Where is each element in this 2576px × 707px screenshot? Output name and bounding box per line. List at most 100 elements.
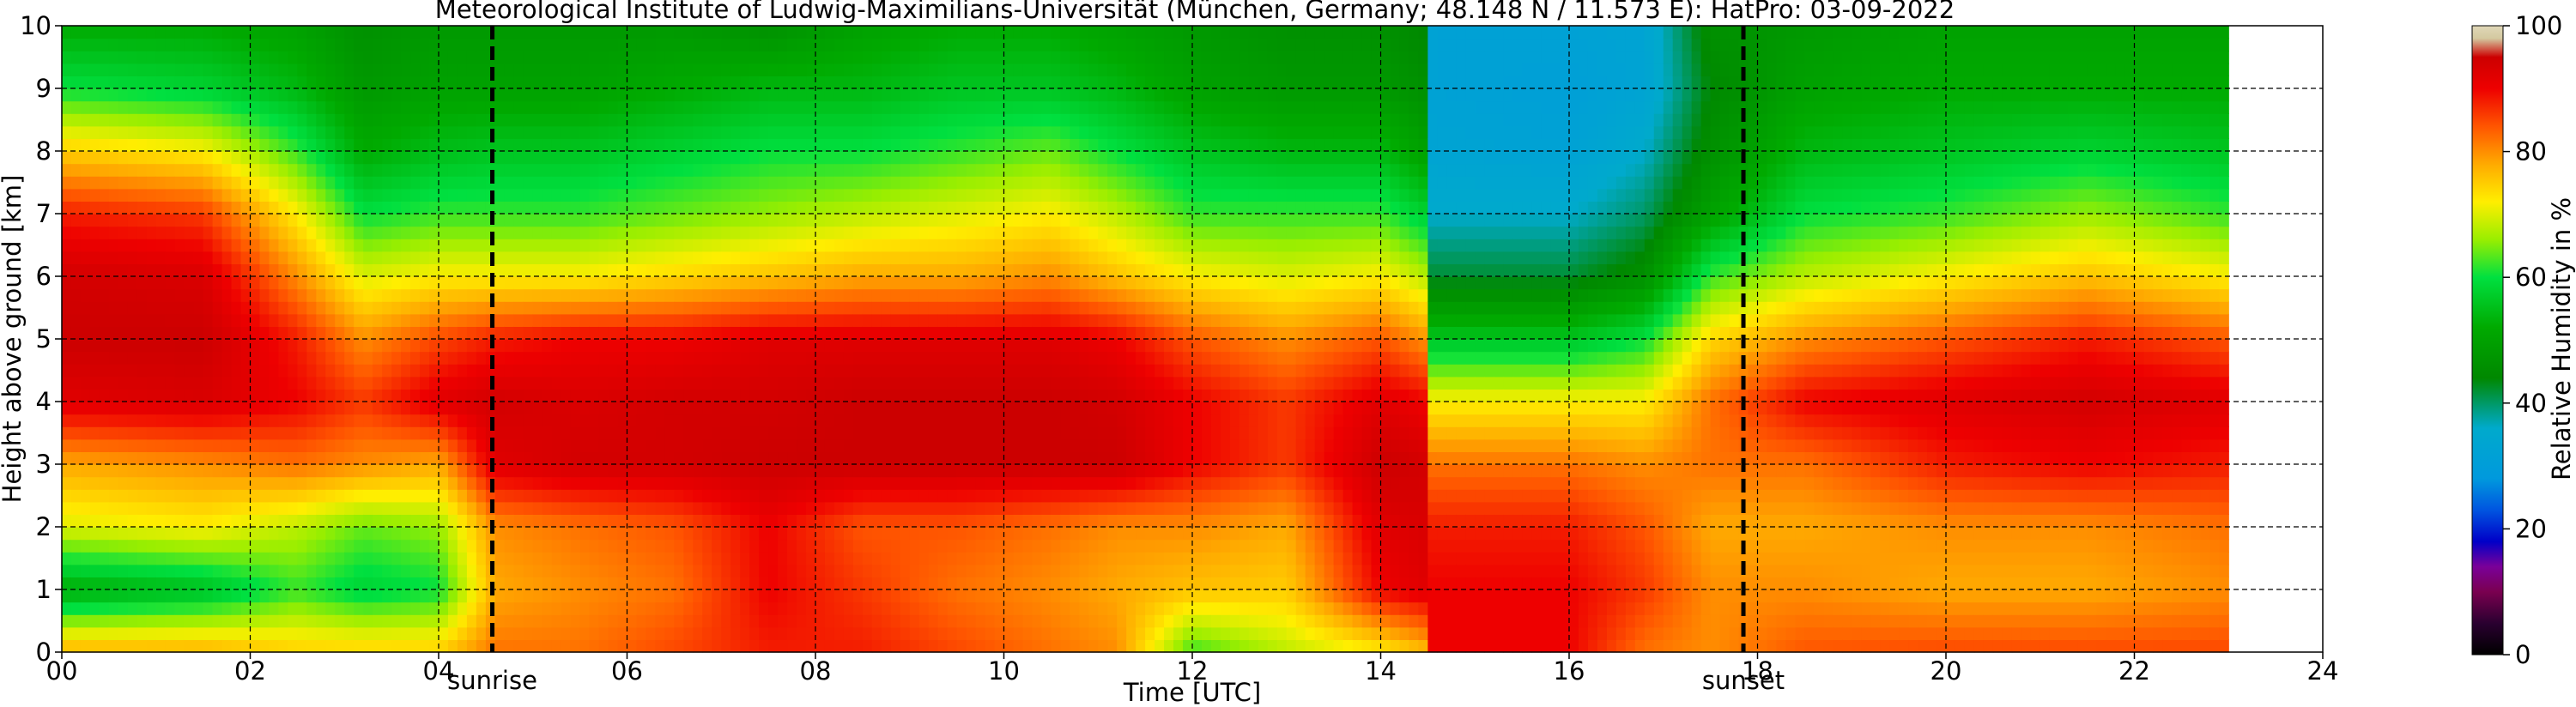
heatmap-cell <box>146 76 157 89</box>
heatmap-cell <box>833 376 845 390</box>
heatmap-cell <box>439 451 449 465</box>
heatmap-cell <box>561 426 572 440</box>
heatmap-cell <box>749 626 760 640</box>
heatmap-cell <box>608 188 619 202</box>
heatmap-cell <box>118 402 129 415</box>
heatmap-cell <box>306 201 317 215</box>
heatmap-cell <box>513 539 524 553</box>
heatmap-cell <box>975 188 986 202</box>
heatmap-cell <box>89 188 100 202</box>
heatmap-cell <box>740 151 750 165</box>
heatmap-cell <box>833 301 845 315</box>
heatmap-cell <box>127 163 138 177</box>
heatmap-cell <box>617 414 628 427</box>
heatmap-cell <box>439 577 449 590</box>
heatmap-cell <box>608 26 619 39</box>
heatmap-cell <box>127 214 138 227</box>
heatmap-cell <box>429 339 439 353</box>
heatmap-cell <box>476 313 487 327</box>
heatmap-cell <box>203 313 214 327</box>
heatmap-cell <box>589 251 600 264</box>
heatmap-cell <box>797 326 807 340</box>
heatmap-cell <box>617 125 628 139</box>
heatmap-cell <box>900 313 911 327</box>
heatmap-cell <box>212 263 223 277</box>
heatmap-cell <box>542 426 553 440</box>
heatmap-cell <box>797 639 807 653</box>
heatmap-cell <box>683 476 694 490</box>
heatmap-cell <box>551 138 562 152</box>
heatmap-cell <box>806 163 816 177</box>
heatmap-cell <box>881 63 892 76</box>
heatmap-cell <box>702 288 712 302</box>
heatmap-cell <box>862 426 873 440</box>
heatmap-cell <box>136 438 148 452</box>
heatmap-cell <box>730 288 741 302</box>
heatmap-cell <box>966 138 977 152</box>
heatmap-cell <box>259 88 270 102</box>
heatmap-cell <box>325 501 336 515</box>
heatmap-cell <box>768 125 779 139</box>
heatmap-cell <box>852 176 864 190</box>
heatmap-cell <box>485 76 496 89</box>
heatmap-cell <box>439 251 449 264</box>
heatmap-cell <box>579 51 591 64</box>
heatmap-cell <box>401 539 411 553</box>
heatmap-cell <box>410 601 421 615</box>
heatmap-cell <box>664 239 675 252</box>
heatmap-cell <box>918 389 930 402</box>
heatmap-cell <box>344 351 355 365</box>
heatmap-cell <box>975 501 986 515</box>
heatmap-cell <box>956 464 967 478</box>
heatmap-cell <box>712 389 722 402</box>
heatmap-cell <box>937 389 949 402</box>
heatmap-cell <box>410 626 421 640</box>
heatmap-cell <box>278 288 289 302</box>
heatmap-cell <box>956 451 967 465</box>
heatmap-cell <box>806 514 816 528</box>
heatmap-cell <box>513 38 524 51</box>
heatmap-cell <box>712 489 722 503</box>
heatmap-cell <box>693 51 703 64</box>
heatmap-cell <box>174 76 185 89</box>
heatmap-cell <box>768 601 779 615</box>
heatmap-cell <box>269 339 280 353</box>
heatmap-cell <box>382 26 392 39</box>
heatmap-cell <box>127 489 138 503</box>
heatmap-cell <box>928 113 939 127</box>
heatmap-cell <box>288 63 298 76</box>
heatmap-cell <box>579 564 591 577</box>
heatmap-cell <box>664 88 675 102</box>
heatmap-cell <box>862 539 873 553</box>
heatmap-cell <box>494 214 506 227</box>
heatmap-cell <box>420 176 430 190</box>
heatmap-cell <box>504 113 515 127</box>
heatmap-cell <box>787 501 797 515</box>
heatmap-cell <box>730 26 741 39</box>
heatmap-cell <box>335 614 345 628</box>
heatmap-cell <box>155 188 167 202</box>
heatmap-cell <box>401 564 411 577</box>
heatmap-cell <box>373 389 383 402</box>
heatmap-cell <box>523 176 534 190</box>
heatmap-cell <box>373 38 383 51</box>
heatmap-cell <box>570 552 581 565</box>
heatmap-cell <box>259 527 270 541</box>
heatmap-cell <box>89 464 100 478</box>
heatmap-cell <box>259 364 270 378</box>
heatmap-cell <box>918 339 930 353</box>
heatmap-cell <box>918 226 930 239</box>
heatmap-cell <box>551 414 562 427</box>
heatmap-cell <box>900 138 911 152</box>
heatmap-cell <box>278 376 289 390</box>
heatmap-cell <box>551 501 562 515</box>
heatmap-cell <box>118 614 129 628</box>
heatmap-cell <box>184 276 195 290</box>
heatmap-cell <box>655 514 665 528</box>
heatmap-cell <box>259 288 270 302</box>
heatmap-cell <box>985 38 996 51</box>
heatmap-cell <box>269 251 280 264</box>
heatmap-cell <box>231 313 242 327</box>
heatmap-cell <box>269 88 280 102</box>
heatmap-cell <box>664 214 675 227</box>
